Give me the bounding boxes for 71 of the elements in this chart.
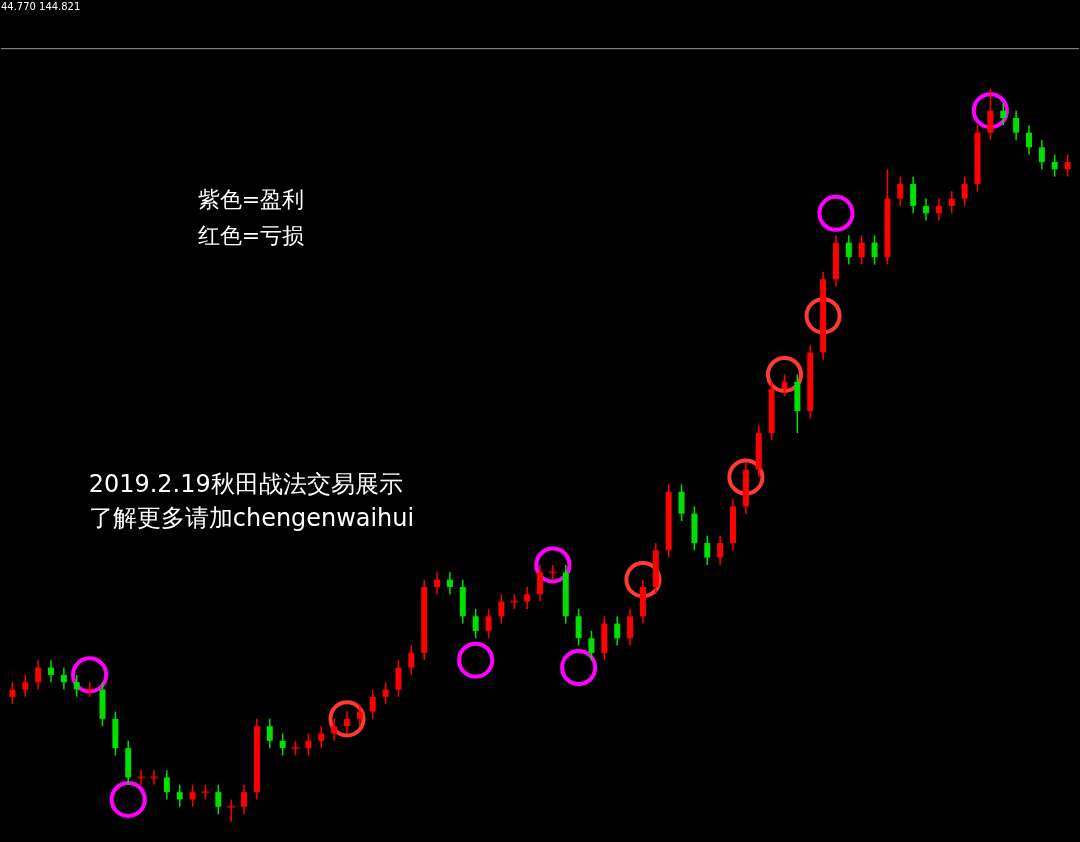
candlestick (318, 725, 325, 749)
candlestick (35, 659, 42, 691)
candlestick (1025, 124, 1032, 156)
candlestick (935, 197, 942, 222)
candlestick (369, 688, 376, 720)
point (560, 649, 598, 687)
point (71, 656, 109, 694)
candlestick (1064, 153, 1071, 178)
annotation: 了解更多请加chengenwaihui (88, 503, 415, 532)
candlestick (1051, 153, 1058, 178)
text: 44.770 144.821 (1, 0, 81, 12)
candlestick (923, 197, 930, 222)
candlestick (434, 571, 441, 596)
candlestick (189, 784, 196, 808)
point (328, 700, 366, 738)
annotation: 紫色=盈利 (197, 187, 305, 213)
candlestick (627, 608, 634, 647)
candlestick (73, 674, 80, 698)
point (971, 92, 1009, 130)
point (534, 546, 572, 584)
candlestick (781, 373, 788, 398)
candlestick (176, 784, 183, 808)
candlestick (1000, 102, 1007, 127)
candlestick (22, 674, 29, 698)
candlestick (1013, 109, 1020, 141)
candlestick (48, 659, 55, 683)
candlestick (485, 608, 492, 640)
candlestick (227, 798, 236, 823)
candlestick (1038, 139, 1045, 171)
candlestick (446, 571, 453, 596)
candlestick (163, 769, 170, 801)
candlestick (858, 234, 865, 266)
point (817, 194, 855, 232)
candlestick (382, 681, 389, 705)
point (765, 355, 804, 393)
candlestick (871, 234, 878, 266)
candlestick (241, 784, 248, 815)
candlestick (948, 190, 955, 215)
annotation: 红色=亏损 (197, 223, 305, 249)
candlestick (961, 175, 968, 207)
point (109, 780, 147, 818)
candlestick (537, 564, 543, 603)
candlestick (704, 534, 711, 566)
candlestick (548, 564, 557, 581)
candlestick (717, 534, 724, 566)
candlestick (845, 234, 852, 266)
candlestick (356, 703, 363, 727)
candlestick (60, 666, 67, 691)
candlestick (343, 710, 350, 735)
candlestick (472, 608, 479, 640)
candlestick (588, 630, 595, 661)
candlestick (395, 659, 402, 698)
point (457, 641, 495, 679)
candlestick (215, 784, 222, 815)
candlestick (408, 644, 415, 676)
candlestick (575, 608, 582, 647)
candlestick (331, 718, 338, 742)
candlestick (266, 718, 273, 749)
candlestick (678, 483, 685, 522)
candlestick (524, 586, 531, 610)
candlestick (9, 681, 16, 705)
candlestick (305, 732, 312, 757)
candlestick (149, 769, 158, 786)
candlestick (279, 732, 286, 757)
candlestick (498, 593, 505, 625)
candlestick (910, 175, 917, 215)
candlestick (614, 615, 621, 647)
candlestick (987, 87, 994, 141)
candlestick (897, 175, 904, 207)
candlestick (137, 769, 146, 786)
annotation: 2019.2.19秋田战法交易展示 (88, 469, 403, 498)
